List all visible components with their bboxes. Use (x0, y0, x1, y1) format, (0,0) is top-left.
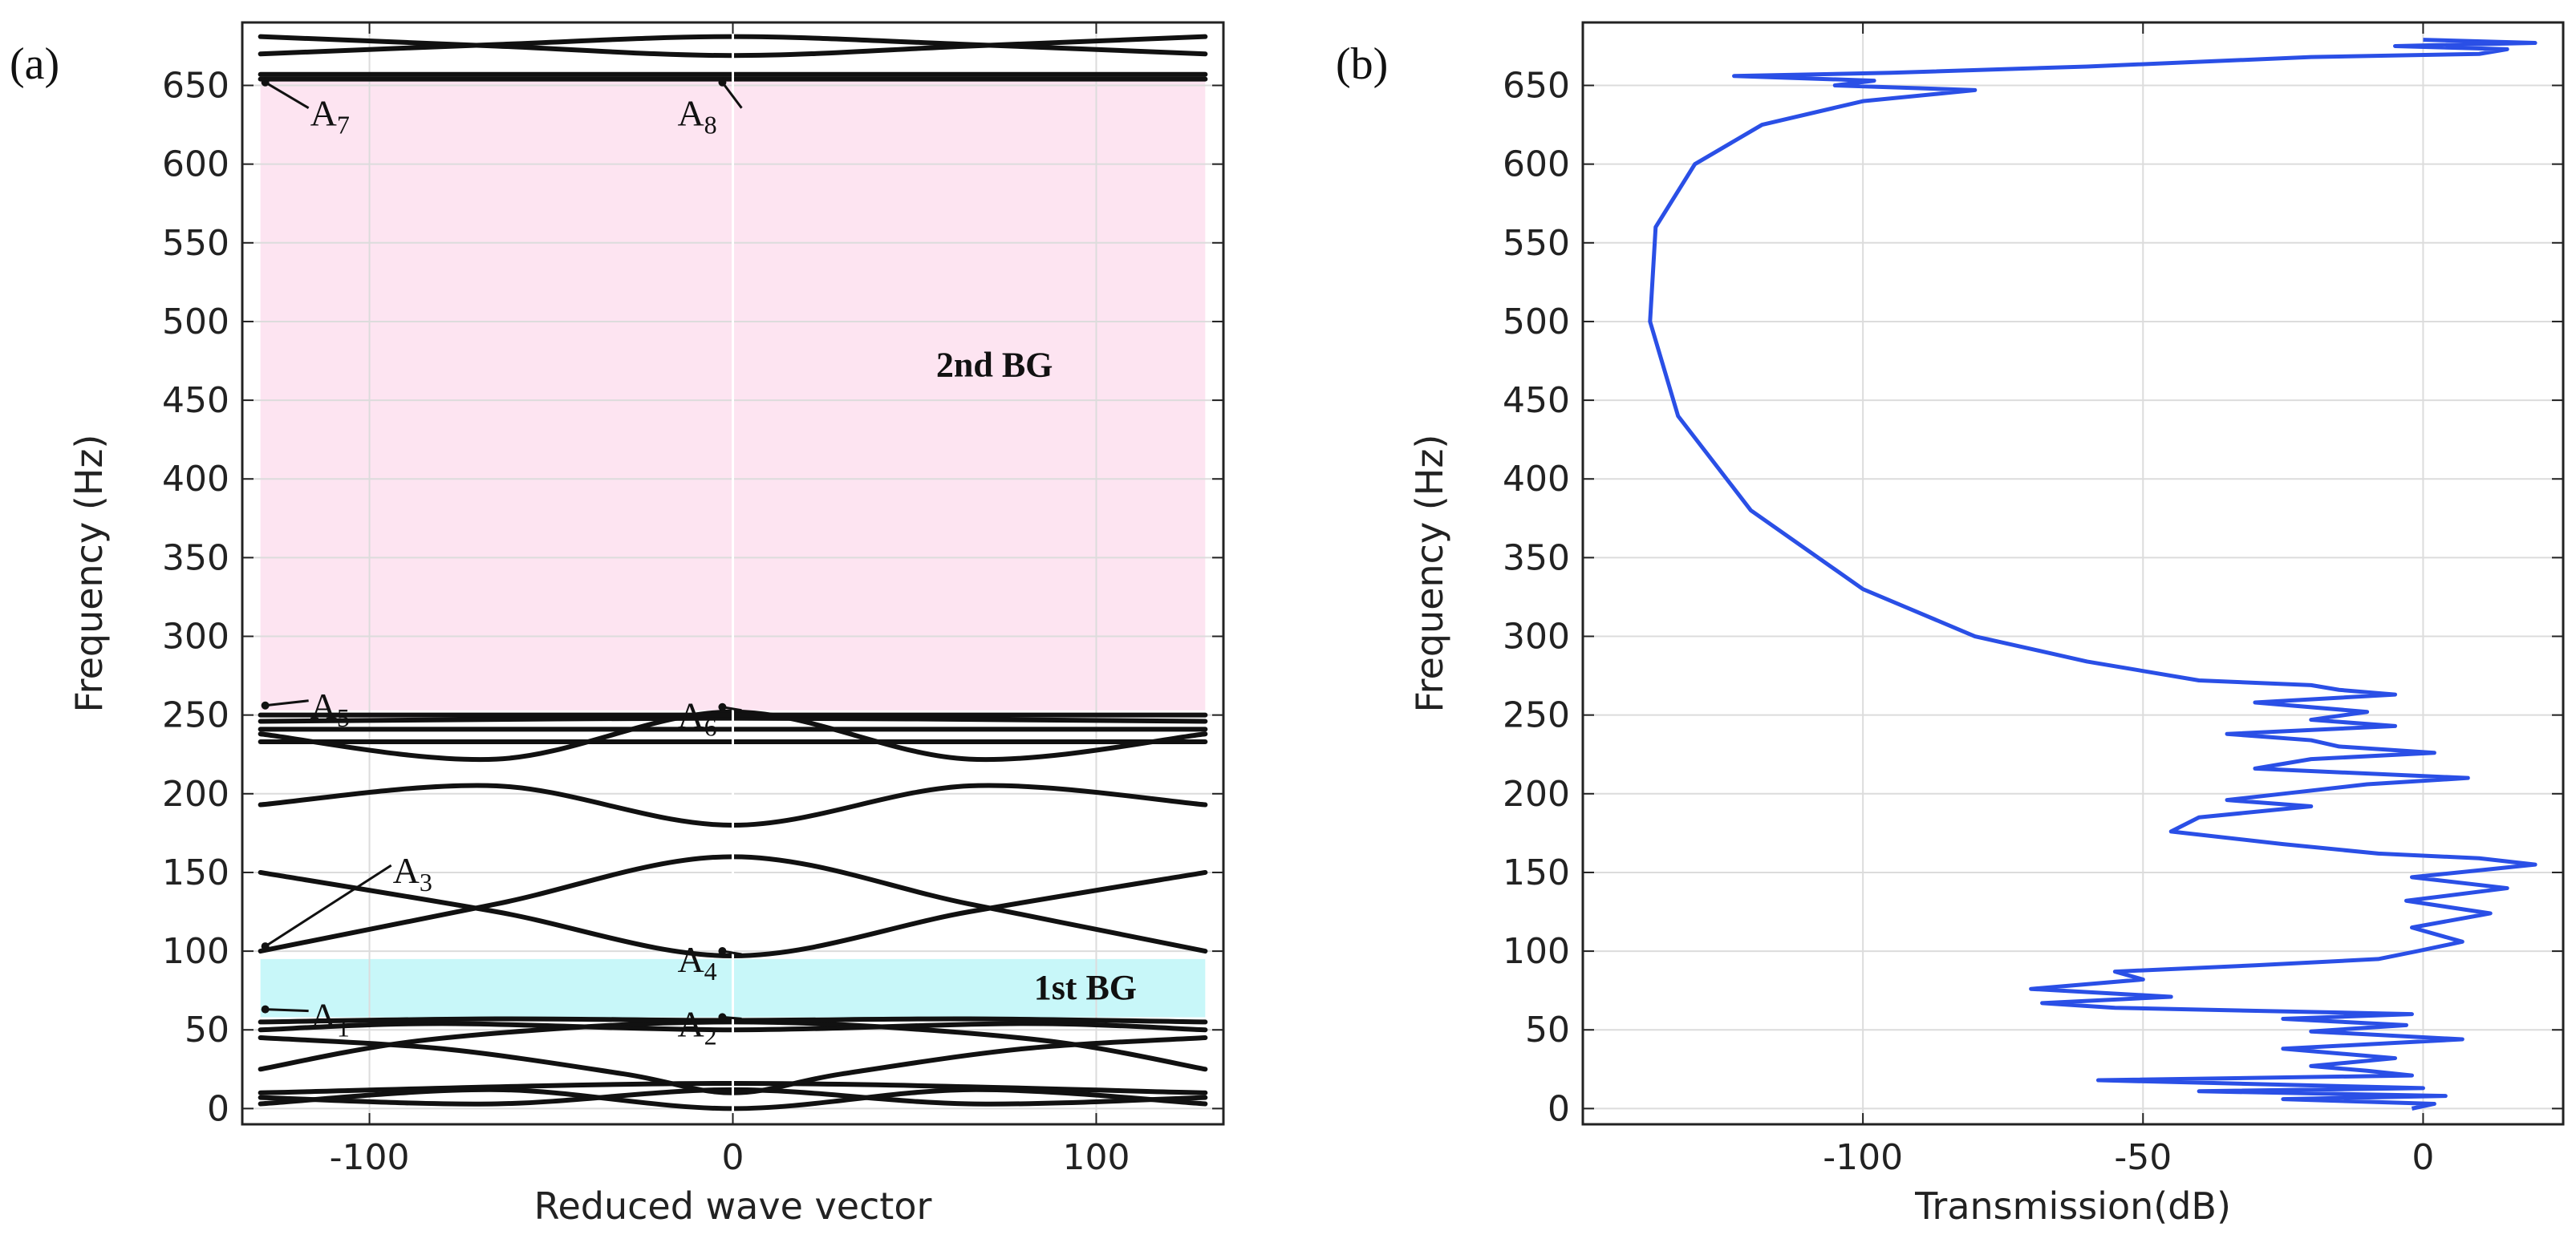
y-tick-label: 350 (1503, 537, 1570, 578)
annotation-label: A6 (677, 695, 716, 742)
y-tick-label: 300 (162, 617, 229, 658)
y-tick-label: 650 (1503, 66, 1570, 107)
y-tick-label: 200 (1503, 774, 1570, 815)
y-tick-label: 0 (1548, 1088, 1570, 1129)
y-tick-label: 50 (185, 1010, 229, 1051)
annotation-arrow (721, 81, 743, 109)
plot-frame (1581, 21, 2565, 1126)
y-axis-ticks: 0 50 100 150 200 250 300 350 400 450 500 550 600 650 (1503, 66, 2563, 1129)
y-tick-label: 450 (1503, 380, 1570, 421)
y-axis-ticks: 0 50 100 150 200 250 300 350 400 450 500 550 600 650 (162, 66, 1223, 1129)
y-tick-label: 400 (162, 459, 229, 500)
arrow-head (261, 701, 270, 710)
arrow-head (261, 1005, 270, 1014)
arrow-head (718, 1013, 727, 1022)
x-tick-label: 0 (722, 1137, 744, 1178)
y-tick-label: 100 (1503, 931, 1570, 972)
transmission-line (1648, 38, 2537, 1111)
y-tick-label: 350 (162, 537, 229, 578)
annotation-arrow (265, 699, 309, 707)
y-tick-label: 500 (1503, 302, 1570, 342)
x-tick-label: 0 (2412, 1137, 2434, 1178)
x-axis-ticks: -100 0 100 (330, 22, 1130, 1178)
x-axis-title: Transmission(dB) (1914, 1184, 2231, 1228)
x-axis-ticks: -100 -50 0 (1823, 22, 2434, 1178)
y-tick-label: 250 (1503, 695, 1570, 736)
annotation-label: A8 (677, 93, 716, 140)
y-tick-label: 650 (162, 66, 229, 107)
annotation-label: A4 (677, 939, 716, 986)
panel-a: (a) 0 50 100 150 200 250 300 350 400 450 500 550 600… (10, 21, 1225, 1228)
y-tick-label: 100 (162, 931, 229, 972)
annotation-label: A2 (677, 1003, 716, 1050)
y-tick-label: 0 (207, 1088, 229, 1129)
panel-label-b: (b) (1336, 39, 1388, 89)
x-tick-label: -100 (1823, 1137, 1903, 1178)
y-tick-label: 500 (162, 302, 229, 342)
y-tick-label: 150 (162, 852, 229, 893)
arrow-head (261, 78, 270, 87)
grid-lines (1583, 22, 2563, 1124)
arrow-head (718, 78, 727, 87)
y-tick-label: 150 (1503, 852, 1570, 893)
point-annotations: A1 A2 A3 A4 A5 A6 A7 A8 (261, 78, 743, 1050)
annotation-arrow (265, 1008, 309, 1013)
annotation-label: A1 (310, 996, 350, 1042)
y-axis-title: Frequency (Hz) (67, 435, 111, 713)
x-tick-label: -100 (330, 1137, 410, 1178)
annotation-arrow (264, 81, 310, 109)
y-tick-label: 600 (162, 144, 229, 185)
y-tick-label: 550 (162, 223, 229, 264)
y-tick-label: 300 (1503, 617, 1570, 658)
x-axis-title: Reduced wave vector (534, 1184, 932, 1228)
annotation-arrow (264, 864, 392, 948)
panel-label-a: (a) (10, 39, 59, 89)
y-axis-title: Frequency (Hz) (1408, 435, 1451, 713)
y-tick-label: 250 (162, 695, 229, 736)
y-tick-label: 200 (162, 774, 229, 815)
panel-b: (b) 0 50 100 150 200 250 300 350 400 450 500 550 600… (1336, 21, 2565, 1228)
y-tick-label: 450 (162, 380, 229, 421)
annotation-label: A5 (310, 686, 350, 732)
band-gap-label-1: 1st BG (1034, 968, 1137, 1007)
y-tick-label: 600 (1503, 144, 1570, 185)
y-tick-label: 550 (1503, 223, 1570, 264)
arrow-head (718, 702, 727, 711)
x-tick-label: -50 (2114, 1137, 2172, 1178)
transmission-curve (1648, 38, 2537, 1111)
y-tick-label: 50 (1525, 1010, 1570, 1051)
x-tick-label: 100 (1062, 1137, 1130, 1178)
arrow-head (261, 942, 270, 951)
annotation-label: A3 (393, 850, 432, 897)
y-tick-label: 400 (1503, 459, 1570, 500)
band-gap-label-2: 2nd BG (936, 346, 1053, 385)
arrow-head (718, 946, 727, 955)
annotation-label: A7 (310, 93, 350, 140)
